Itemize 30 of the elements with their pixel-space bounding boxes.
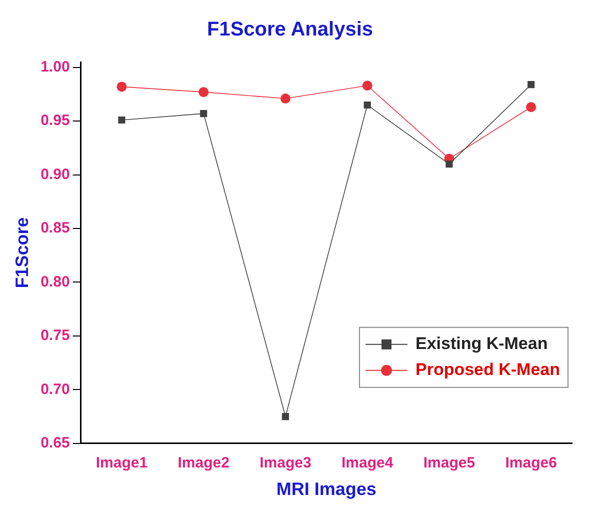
x-tick-label: Image3 bbox=[260, 454, 312, 472]
y-tick-label: 1.00 bbox=[40, 58, 70, 76]
point bbox=[364, 101, 371, 109]
point bbox=[200, 110, 208, 118]
point bbox=[528, 81, 535, 88]
point bbox=[198, 87, 209, 98]
legend-label: Proposed K-Mean bbox=[415, 360, 560, 380]
x-tick-label: Image4 bbox=[341, 454, 394, 472]
y-tick-label: 0.95 bbox=[40, 112, 70, 130]
point bbox=[116, 82, 127, 92]
legend-label: Existing K-Mean bbox=[415, 334, 548, 354]
point bbox=[280, 94, 290, 104]
y-tick-label: 0.80 bbox=[40, 273, 70, 290]
x-tick-label: Image5 bbox=[423, 454, 476, 472]
x-tick-label: Image2 bbox=[178, 454, 230, 472]
point bbox=[446, 160, 453, 168]
y-tick-label: 0.75 bbox=[40, 327, 70, 344]
y-tick-label: 0.65 bbox=[40, 434, 70, 452]
x-tick-label: Image6 bbox=[505, 454, 557, 472]
x-tick-label: Image1 bbox=[96, 454, 148, 472]
point bbox=[282, 413, 289, 420]
point bbox=[526, 102, 536, 112]
y-tick-label: 0.70 bbox=[40, 380, 70, 398]
y-axis-title: F1Score bbox=[12, 217, 32, 288]
chart-title: F1Score Analysis bbox=[206, 18, 374, 41]
point bbox=[118, 116, 126, 124]
y-tick-label: 0.90 bbox=[40, 166, 70, 183]
point bbox=[362, 80, 372, 91]
x-axis-title: MRI Images bbox=[276, 479, 376, 500]
y-tick-label: 0.85 bbox=[40, 220, 70, 237]
